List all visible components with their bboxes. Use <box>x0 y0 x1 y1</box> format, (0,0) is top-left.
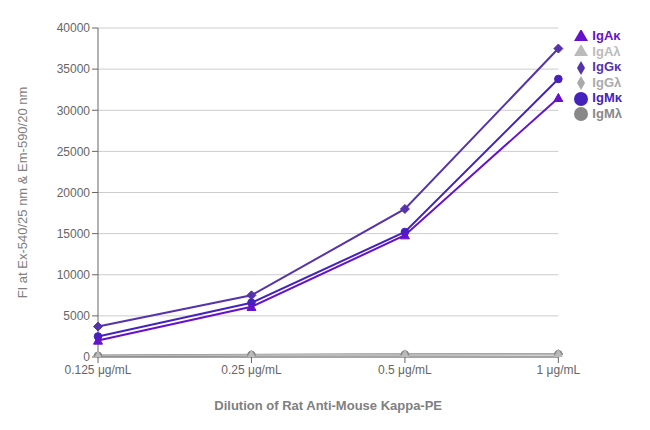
html-text:IgGλ: IgGλ <box>592 74 622 90</box>
svg-text:0.125 μg/mL: 0.125 μg/mL <box>65 363 132 377</box>
svg-text:25000: 25000 <box>57 145 91 159</box>
html-text:IgAκ: IgAκ <box>592 28 621 43</box>
svg-text:20000: 20000 <box>57 186 91 200</box>
svg-text:0: 0 <box>83 350 90 364</box>
svg-text:0.25 μg/mL: 0.25 μg/mL <box>221 363 282 377</box>
html-text:IgAλ: IgAλ <box>592 43 621 59</box>
svg-text:15000: 15000 <box>57 227 91 241</box>
svg-text:Dilution of Rat Anti-Mouse Kap: Dilution of Rat Anti-Mouse Kappa-PE <box>214 398 442 413</box>
svg-text:5000: 5000 <box>63 309 90 323</box>
svg-text:40000: 40000 <box>57 21 91 35</box>
svg-text:0.5 μg/mL: 0.5 μg/mL <box>378 363 432 377</box>
svg-text:FI at Ex-540/25 nm & Em-590/20: FI at Ex-540/25 nm & Em-590/20 nm <box>15 87 30 299</box>
svg-text:10000: 10000 <box>57 268 91 282</box>
svg-text:30000: 30000 <box>57 104 91 118</box>
svg-text:1 μg/mL: 1 μg/mL <box>537 363 581 377</box>
html-text:IgGκ: IgGκ <box>592 59 622 75</box>
html-text:IgMλ: IgMλ <box>592 105 622 121</box>
html-text:IgMκ: IgMκ <box>592 90 622 106</box>
svg-text:35000: 35000 <box>57 62 91 76</box>
